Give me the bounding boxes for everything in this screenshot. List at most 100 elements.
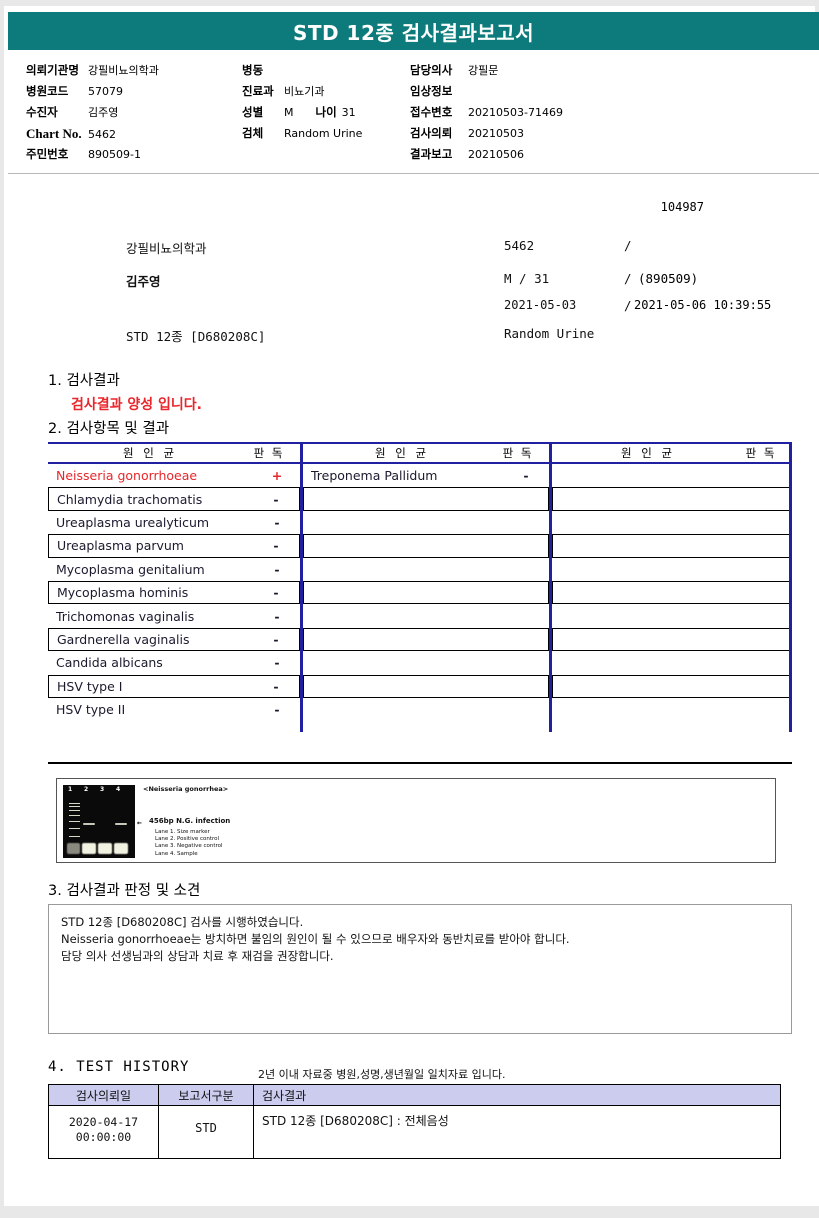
table-row	[303, 487, 549, 511]
pathogen-result: -	[273, 538, 279, 554]
table-row	[303, 674, 549, 698]
table-row: Neisseria gonorrhoeae +	[48, 464, 300, 487]
history-cell-date: 2020-04-17 00:00:00	[48, 1105, 159, 1159]
meta-label-sex: 성별	[242, 105, 264, 119]
pathogen-name: Neisseria gonorrhoeae	[56, 468, 198, 484]
pathogen-result: +	[271, 468, 283, 484]
pathogen-result: -	[523, 468, 529, 484]
table-row	[303, 534, 549, 558]
meta-column-institution: 의뢰기관명 강필비뇨의학과 병원코드 57079 수진자 김주영 Chart N…	[26, 60, 241, 165]
meta-row-patient: 수진자 김주영	[26, 102, 241, 123]
meta-column-clinical: 병동 진료과 비뇨기과 성별 M 나이 31 검체 Random Urine	[242, 60, 407, 144]
comment-line: Neisseria gonorrhoeae는 방치하면 불임의 원인이 될 수 …	[61, 932, 570, 946]
summary-birth-date: (890509)	[638, 271, 699, 286]
meta-value-report-date: 20210506	[468, 148, 524, 161]
meta-label-chart-no: Chart No.	[26, 126, 82, 141]
table-row: Mycoplasma hominis -	[48, 580, 300, 605]
pathogen-name: Chlamydia trachomatis	[57, 491, 203, 507]
gel-legend-line: Lane 3. Negative control	[155, 843, 223, 850]
pathogen-result: -	[274, 561, 280, 577]
meta-value-institution-name: 강필비뇨의학과	[88, 64, 159, 77]
table-row: 2020-04-17 00:00:00 STD STD 12종 [D680208…	[48, 1105, 781, 1159]
report-title-bar: STD 12종 검사결과보고서	[8, 12, 819, 50]
table-row	[303, 558, 549, 581]
section-3-heading: 3. 검사결과 판정 및 소견	[48, 883, 201, 899]
comment-line: STD 12종 [D680208C] 검사를 시행하였습니다.	[61, 915, 304, 929]
header-pathogen-2: 원 인 균	[374, 446, 430, 460]
pathogen-name: Candida albicans	[56, 655, 163, 671]
summary-separator-2: /	[624, 271, 632, 286]
summary-report-datetime: 2021-05-06 10:39:55	[634, 298, 772, 312]
table-row: HSV type I -	[48, 674, 300, 698]
gel-legend-line: Lane 2. Positive control	[155, 836, 220, 843]
meta-value-reception-no: 20210503-71469	[468, 106, 563, 119]
overall-result-text: 검사결과 양성 입니다.	[71, 397, 202, 413]
table-row	[552, 674, 792, 698]
summary-chart-no: 5462	[504, 238, 535, 253]
pathogen-result: -	[274, 655, 280, 671]
meta-column-doctor: 담당의사 강필문 임상정보 접수변호 20210503-71469 검사의뢰 2…	[410, 60, 680, 165]
table-row	[552, 651, 792, 674]
table-row: Chlamydia trachomatis -	[48, 487, 300, 511]
pathogen-result: -	[274, 702, 280, 718]
gel-electrophoresis-panel: 1 2 3 4 <Neisseria gonorrhea> ←	[56, 778, 776, 863]
table-row	[552, 558, 792, 581]
meta-value-order-date: 20210503	[468, 127, 524, 140]
table-row: Ureaplasma parvum -	[48, 534, 300, 558]
meta-value-doctor: 강필문	[468, 64, 499, 77]
gel-legend: Lane 1. Size marker Lane 2. Positive con…	[155, 829, 223, 858]
meta-label-hospital-code: 병원코드	[26, 84, 69, 98]
pathogen-name: HSV type I	[57, 678, 123, 694]
table-row: Gardnerella vaginalis -	[48, 627, 300, 652]
section-2-heading: 2. 검사항목 및 결과	[48, 421, 170, 437]
header-judgement-3: 판 독	[745, 446, 777, 460]
table-row	[552, 604, 792, 627]
results-column-3: 원 인 균 판 독	[549, 442, 792, 732]
gel-band-label: 456bp N.G. infection	[149, 817, 231, 825]
meta-row-reception-no: 접수변호 20210503-71469	[410, 102, 680, 123]
table-row	[552, 464, 792, 487]
meta-value-chart-no: 5462	[88, 128, 116, 141]
meta-label-doctor: 담당의사	[410, 63, 453, 77]
meta-value-patient: 김주영	[88, 106, 119, 119]
pathogen-name: HSV type II	[56, 702, 126, 718]
history-col-order-date: 검사의뢰일	[48, 1084, 159, 1106]
gel-legend-line: Lane 1. Size marker	[155, 829, 210, 835]
meta-row-clinical-info: 임상정보	[410, 81, 680, 102]
meta-row-order-date: 검사의뢰 20210503	[410, 123, 680, 144]
history-col-report-type: 보고서구분	[158, 1084, 254, 1106]
pathogen-result: -	[273, 631, 279, 647]
meta-value-specimen: Random Urine	[284, 127, 363, 140]
header-pathogen-3: 원 인 균	[620, 446, 676, 460]
table-row	[303, 651, 549, 674]
pathogen-name: Ureaplasma parvum	[57, 538, 184, 554]
header-judgement-1: 판 독	[253, 446, 285, 460]
table-row	[552, 627, 792, 652]
history-time: 00:00:00	[75, 1130, 132, 1144]
header-meta-block: 의뢰기관명 강필비뇨의학과 병원코드 57079 수진자 김주영 Chart N…	[8, 50, 819, 174]
table-row: Trichomonas vaginalis -	[48, 604, 300, 627]
gel-arrow-icon: ←	[137, 818, 142, 827]
meta-value-hospital-code: 57079	[88, 85, 123, 98]
table-row	[303, 511, 549, 534]
meta-label-patient: 수진자	[26, 105, 58, 119]
comment-line: 담당 의사 선생님과의 상담과 치료 후 재검을 권장합니다.	[61, 949, 334, 963]
meta-label-order-date: 검사의뢰	[410, 126, 453, 140]
pathogen-result: -	[274, 514, 280, 530]
section-4-heading: 4. TEST HISTORY	[48, 1059, 190, 1075]
summary-patient-name: 김주영	[126, 274, 161, 289]
table-row	[303, 580, 549, 605]
pathogen-name: Mycoplasma hominis	[57, 585, 189, 601]
table-row	[303, 698, 549, 721]
results-grid: 원 인 균 판 독 Neisseria gonorrhoeae + Chlamy…	[48, 442, 792, 732]
pathogen-name: Ureaplasma urealyticum	[56, 514, 210, 530]
pathogen-name: Gardnerella vaginalis	[57, 631, 190, 647]
results-column-2-header: 원 인 균 판 독	[303, 442, 549, 464]
section-1-heading: 1. 검사결과	[48, 373, 120, 389]
table-row: Ureaplasma urealyticum -	[48, 511, 300, 534]
table-row	[303, 604, 549, 627]
summary-separator-3: /	[624, 298, 632, 313]
pathogen-name: Mycoplasma genitalium	[56, 561, 205, 577]
table-row	[552, 487, 792, 511]
